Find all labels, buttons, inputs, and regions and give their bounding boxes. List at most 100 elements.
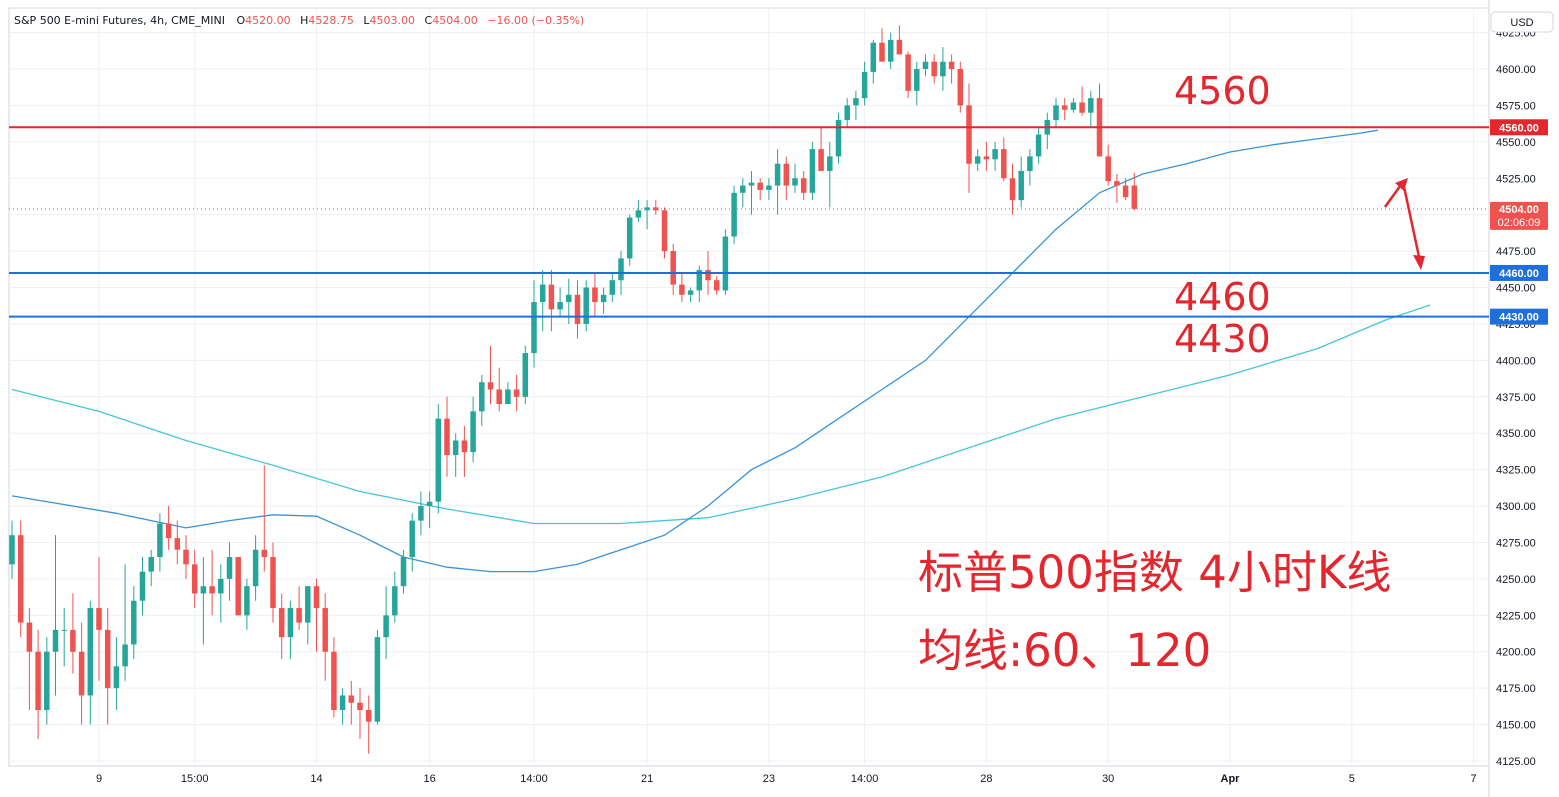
candle[interactable] — [1009, 163, 1016, 215]
candle[interactable] — [809, 141, 816, 201]
candle[interactable] — [479, 374, 485, 426]
candle[interactable] — [270, 542, 276, 623]
candle[interactable] — [461, 425, 468, 477]
candle[interactable] — [740, 178, 746, 208]
candle[interactable] — [583, 280, 589, 332]
candle[interactable] — [539, 270, 546, 332]
candle[interactable] — [383, 586, 389, 660]
candle[interactable] — [931, 54, 937, 84]
candle[interactable] — [531, 280, 537, 368]
candle[interactable] — [896, 25, 903, 55]
candle[interactable] — [26, 608, 33, 711]
candle[interactable] — [1088, 90, 1094, 128]
candle[interactable] — [1070, 98, 1077, 113]
candle[interactable] — [574, 280, 581, 339]
candle[interactable] — [948, 54, 955, 84]
candle[interactable] — [914, 61, 920, 106]
candle[interactable] — [487, 345, 494, 405]
candle[interactable] — [70, 593, 76, 674]
candle[interactable] — [757, 178, 763, 201]
candle[interactable] — [218, 564, 224, 623]
candle[interactable] — [313, 578, 320, 652]
candle[interactable] — [644, 200, 650, 230]
candle[interactable] — [331, 637, 337, 718]
candle[interactable] — [548, 270, 555, 332]
candle[interactable] — [339, 688, 346, 725]
candle[interactable] — [52, 535, 59, 696]
candle[interactable] — [731, 185, 737, 244]
candle[interactable] — [104, 608, 111, 725]
candle[interactable] — [957, 61, 964, 113]
candle[interactable] — [1027, 149, 1033, 186]
candle[interactable] — [522, 345, 529, 405]
candle[interactable] — [600, 287, 607, 314]
candle[interactable] — [252, 535, 259, 601]
candle[interactable] — [44, 637, 50, 725]
candle[interactable] — [513, 374, 520, 412]
candle[interactable] — [1114, 173, 1120, 204]
candle[interactable] — [496, 367, 502, 412]
forecast-arrow[interactable] — [1383, 178, 1425, 270]
candle[interactable] — [1053, 98, 1059, 128]
candle[interactable] — [244, 578, 250, 630]
candle[interactable] — [322, 593, 328, 681]
candle[interactable] — [679, 272, 685, 303]
candle[interactable] — [200, 557, 207, 645]
candle[interactable] — [235, 557, 241, 616]
candle[interactable] — [626, 214, 633, 266]
candle[interactable] — [696, 265, 703, 303]
candle[interactable] — [374, 629, 381, 725]
candle[interactable] — [592, 272, 598, 317]
candle[interactable] — [835, 112, 842, 164]
candle[interactable] — [139, 557, 146, 616]
candle[interactable] — [148, 549, 154, 587]
candle[interactable] — [1079, 86, 1085, 116]
candle[interactable] — [609, 272, 616, 303]
candle[interactable] — [444, 396, 450, 477]
candle[interactable] — [191, 549, 198, 609]
candle[interactable] — [174, 520, 181, 565]
candle[interactable] — [844, 98, 850, 128]
candle[interactable] — [774, 149, 781, 215]
candle[interactable] — [426, 491, 433, 528]
candle[interactable] — [670, 243, 676, 295]
candle[interactable] — [261, 465, 268, 572]
candle[interactable] — [305, 586, 311, 645]
candle[interactable] — [296, 586, 302, 630]
candle[interactable] — [870, 39, 877, 84]
candle[interactable] — [983, 141, 990, 171]
candle[interactable] — [278, 593, 285, 660]
candle[interactable] — [887, 32, 894, 69]
candle[interactable] — [827, 141, 833, 208]
candle[interactable] — [183, 535, 189, 579]
candle[interactable] — [1105, 144, 1111, 186]
candle[interactable] — [748, 170, 755, 215]
candle[interactable] — [861, 61, 868, 106]
candle[interactable] — [131, 586, 137, 660]
candle[interactable] — [409, 513, 415, 572]
currency-button[interactable]: USD — [1490, 11, 1554, 33]
candle[interactable] — [113, 637, 120, 711]
candle[interactable] — [1001, 137, 1007, 182]
candle[interactable] — [879, 28, 885, 62]
candle[interactable] — [940, 47, 946, 91]
candle[interactable] — [974, 149, 981, 171]
candle[interactable] — [96, 557, 102, 681]
candle[interactable] — [78, 622, 85, 725]
candle[interactable] — [87, 600, 94, 725]
candle[interactable] — [435, 404, 442, 514]
horizontal-levels[interactable] — [9, 126, 1489, 318]
candle[interactable] — [287, 600, 294, 660]
candle[interactable] — [783, 156, 790, 201]
candle[interactable] — [392, 571, 398, 623]
candle[interactable] — [922, 54, 929, 77]
candle[interactable] — [661, 207, 668, 259]
candle[interactable] — [1122, 178, 1129, 201]
candle[interactable] — [853, 90, 859, 120]
candle[interactable] — [713, 275, 720, 295]
candle[interactable] — [122, 564, 128, 681]
candle[interactable] — [687, 287, 694, 303]
candle[interactable] — [357, 688, 363, 740]
candle[interactable] — [818, 127, 824, 171]
candle[interactable] — [1018, 156, 1024, 208]
